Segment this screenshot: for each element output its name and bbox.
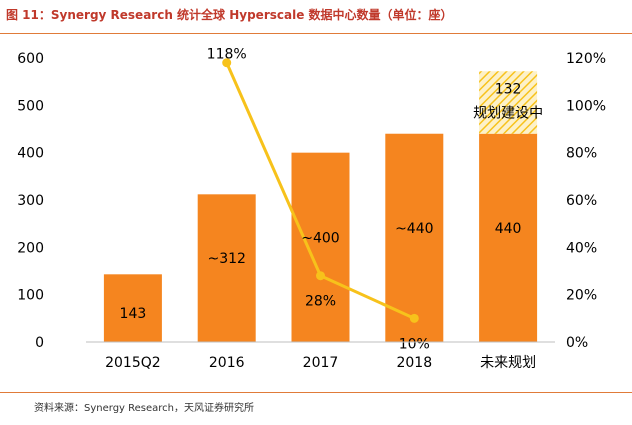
source-note: 资料来源：Synergy Research，天风证券研究所 [34,403,255,414]
bar-value-label: ~400 [301,230,339,246]
growth-point [222,58,232,68]
bar-value-label: 143 [120,306,147,322]
bar [291,152,350,342]
growth-value-label: 10% [399,336,430,352]
chart-title: 图 11：Synergy Research 统计全球 Hyperscale 数据… [6,8,453,22]
x-tick-label: 2018 [396,355,432,371]
title-divider [0,33,632,34]
growth-value-label: 28% [305,294,336,310]
planned-annotation: 规划建设中 [473,105,543,121]
x-tick-label: 未来规划 [480,355,536,371]
y2-tick-label: 40% [566,240,597,256]
y-tick-label: 300 [17,193,44,209]
x-tick-label: 2016 [209,355,245,371]
y-tick-label: 100 [17,288,44,304]
y-tick-label: 500 [17,98,44,114]
left-axis: 0 100 200 300 400 500 600 [17,51,44,351]
bar [479,133,538,342]
y2-tick-label: 20% [566,288,597,304]
bar [385,133,444,342]
x-tick-label: 2017 [303,355,339,371]
growth-point [316,271,325,281]
bar-value-label: 440 [495,221,522,237]
bar-value-label: ~440 [395,221,433,237]
y-tick-label: 0 [35,335,44,351]
y2-tick-label: 120% [566,51,606,67]
bar [197,194,256,342]
right-axis: 0% 20% 40% 60% 80% 100% 120% [566,51,606,351]
planned-value-label: 132 [495,81,522,97]
data-labels: 132 规划建设中 143 ~312 ~400 ~440 440 118% 28% 10% [120,47,544,353]
bars [103,71,538,342]
y2-tick-label: 80% [566,146,597,162]
growth-line [222,58,419,323]
y2-tick-label: 100% [566,98,606,114]
y2-tick-label: 60% [566,193,597,209]
planned-bar [479,71,538,134]
y-tick-label: 400 [17,146,44,162]
y-tick-label: 200 [17,240,44,256]
growth-point [409,313,419,323]
category-axis: 2015Q2 2016 2017 2018 未来规划 [86,341,555,371]
chart: 0 100 200 300 400 500 600 0% 20% 40% 60% 80% 100% 12… [17,47,606,371]
y-tick-label: 600 [17,51,44,67]
bar-value-label: ~312 [207,251,245,267]
footer-divider [0,392,632,393]
bar [103,274,162,342]
growth-value-label: 118% [207,47,247,63]
x-tick-label: 2015Q2 [105,355,161,371]
y2-tick-label: 0% [566,335,588,351]
